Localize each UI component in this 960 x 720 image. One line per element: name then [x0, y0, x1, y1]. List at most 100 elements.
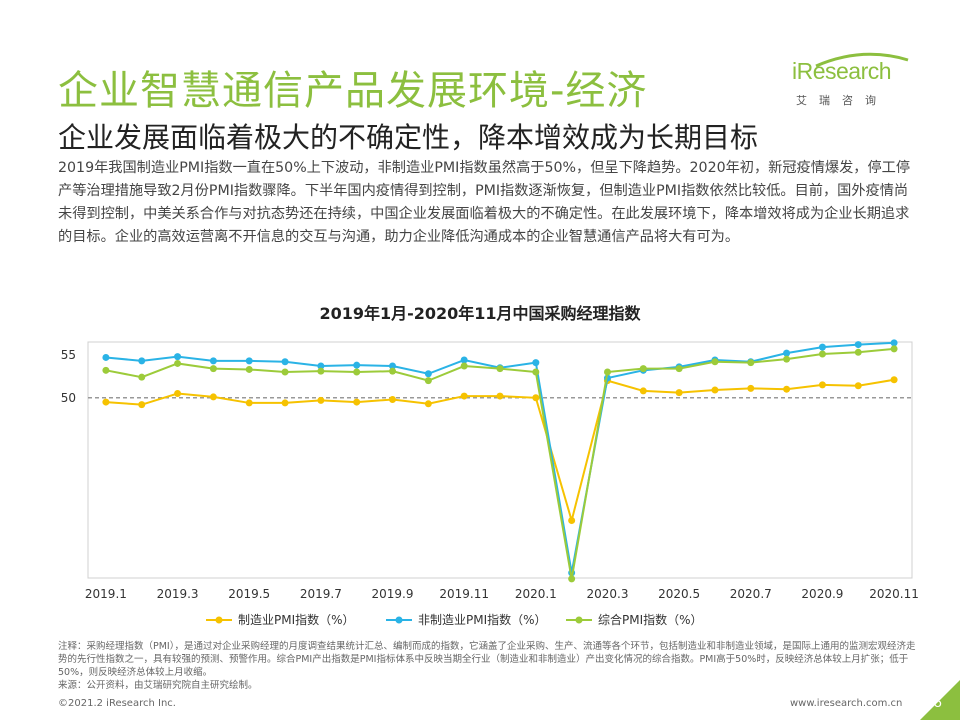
series-1-point [389, 362, 397, 370]
body-paragraph: 2019年我国制造业PMI指数一直在50%上下波动，非制造业PMI指数虽然高于5… [58, 160, 911, 245]
series-2-point [138, 373, 146, 381]
series-2-point [854, 348, 862, 356]
legend-marker-2 [575, 616, 583, 624]
series-1-point [460, 356, 468, 364]
legend-label-2: 综合PMI指数（%） [598, 612, 703, 627]
x-tick-label: 2020.9 [801, 587, 843, 601]
series-1-point [317, 362, 325, 370]
series-1-point [854, 341, 862, 349]
series-2-point [245, 365, 253, 373]
x-tick-label: 2019.7 [300, 587, 342, 601]
website-link[interactable]: www.iresearch.com.cn [790, 698, 903, 709]
series-1-point [353, 361, 361, 369]
page-number: 5 [934, 694, 942, 710]
series-0-point [424, 400, 432, 408]
series-2-point [890, 345, 898, 353]
series-0-point [675, 389, 683, 397]
series-2-point [209, 365, 217, 373]
copyright: ©2021.2 iResearch Inc. [58, 698, 176, 709]
series-0-point [496, 392, 504, 400]
page-subtitle: 企业发展面临着极大的不确定性，降本增效成为长期目标 [58, 121, 759, 154]
series-2-point [818, 350, 826, 358]
series-1-point [424, 370, 432, 378]
series-0-point [818, 381, 826, 389]
legend-marker-0 [215, 616, 223, 624]
series-0-point [568, 517, 576, 525]
series-2-point [783, 355, 791, 363]
series-0-point [281, 399, 289, 407]
page-corner-shape [920, 680, 960, 720]
series-2-point [532, 368, 540, 376]
series-2-point [353, 368, 361, 376]
series-0-point [460, 392, 468, 400]
series-2-point [568, 575, 576, 583]
x-tick-label: 2020.5 [658, 587, 700, 601]
series-1-point [174, 353, 182, 361]
series-2-point [675, 365, 683, 373]
x-tick-label: 2020.1 [515, 587, 557, 601]
series-0-point [138, 401, 146, 409]
series-0-point [639, 387, 647, 395]
x-tick-label: 2019.9 [372, 587, 414, 601]
series-0-point [389, 395, 397, 403]
x-tick-label: 2020.11 [869, 587, 919, 601]
series-0-point [245, 399, 253, 407]
series-0-point [532, 394, 540, 402]
series-2-point [102, 366, 110, 374]
x-tick-label: 2020.7 [730, 587, 772, 601]
series-0-point [711, 386, 719, 394]
note-definition: 注释：采购经理指数（PMI），是通过对企业采购经理的月度调查结果统计汇总、编制而… [58, 641, 916, 678]
series-2-point [603, 368, 611, 376]
y-tick-label: 50 [61, 391, 76, 405]
x-tick-label: 2019.5 [228, 587, 270, 601]
x-tick-label: 2020.3 [586, 587, 628, 601]
plot-frame [87, 341, 913, 579]
series-0-point [102, 398, 110, 406]
y-tick-label: 55 [61, 348, 76, 362]
logo-subtitle: 艾瑞咨询 [796, 94, 888, 107]
page-title: 企业智慧通信产品发展环境-经济 [58, 68, 648, 114]
series-0-point [854, 382, 862, 390]
x-tick-label: 2019.11 [439, 587, 489, 601]
series-1-point [818, 343, 826, 351]
series-0-point [209, 393, 217, 401]
series-0-point [747, 384, 755, 392]
series-2-point [317, 367, 325, 375]
series-2-point [747, 359, 755, 367]
legend-marker-1 [395, 616, 403, 624]
series-0-point [317, 396, 325, 404]
series-1-point [532, 359, 540, 367]
series-1-point [281, 358, 289, 366]
series-0-point [174, 389, 182, 397]
series-2-point [496, 365, 504, 373]
legend-label-0: 制造业PMI指数（%） [238, 612, 355, 627]
series-0-point [353, 398, 361, 406]
series-1-point [209, 357, 217, 365]
series-line-2 [105, 347, 895, 580]
series-1-point [245, 357, 253, 365]
series-1-point [102, 353, 110, 361]
series-2-point [174, 359, 182, 367]
note-source: 来源：公开资料，由艾瑞研究院自主研究绘制。 [58, 680, 258, 691]
legend-label-1: 非制造业PMI指数（%） [418, 612, 547, 627]
series-2-point [389, 367, 397, 375]
series-1-point [890, 339, 898, 347]
x-tick-label: 2019.1 [85, 587, 127, 601]
series-line-0 [105, 378, 895, 525]
series-2-point [639, 365, 647, 373]
chart-title: 2019年1月-2020年11月中国采购经理指数 [319, 304, 641, 323]
logo-arc-icon [815, 52, 909, 68]
series-1-point [783, 349, 791, 357]
x-tick-label: 2019.3 [157, 587, 199, 601]
chart-notes: 注释：采购经理指数（PMI），是通过对企业采购经理的月度调查结果统计汇总、编制而… [58, 640, 918, 692]
series-0-point [890, 376, 898, 384]
series-2-point [424, 377, 432, 385]
series-2-point [711, 358, 719, 366]
iresearch-logo: iResearch 艾瑞咨询 [792, 50, 912, 110]
series-0-point [783, 385, 791, 393]
series-2-point [460, 362, 468, 370]
series-2-point [281, 368, 289, 376]
series-1-point [138, 357, 146, 365]
logo-wordmark: iResearch [792, 58, 892, 84]
pmi-line-chart: 50 55 2019.1 2019.3 2019.5 2019.7 2019.9 2019.1… [61, 339, 919, 627]
